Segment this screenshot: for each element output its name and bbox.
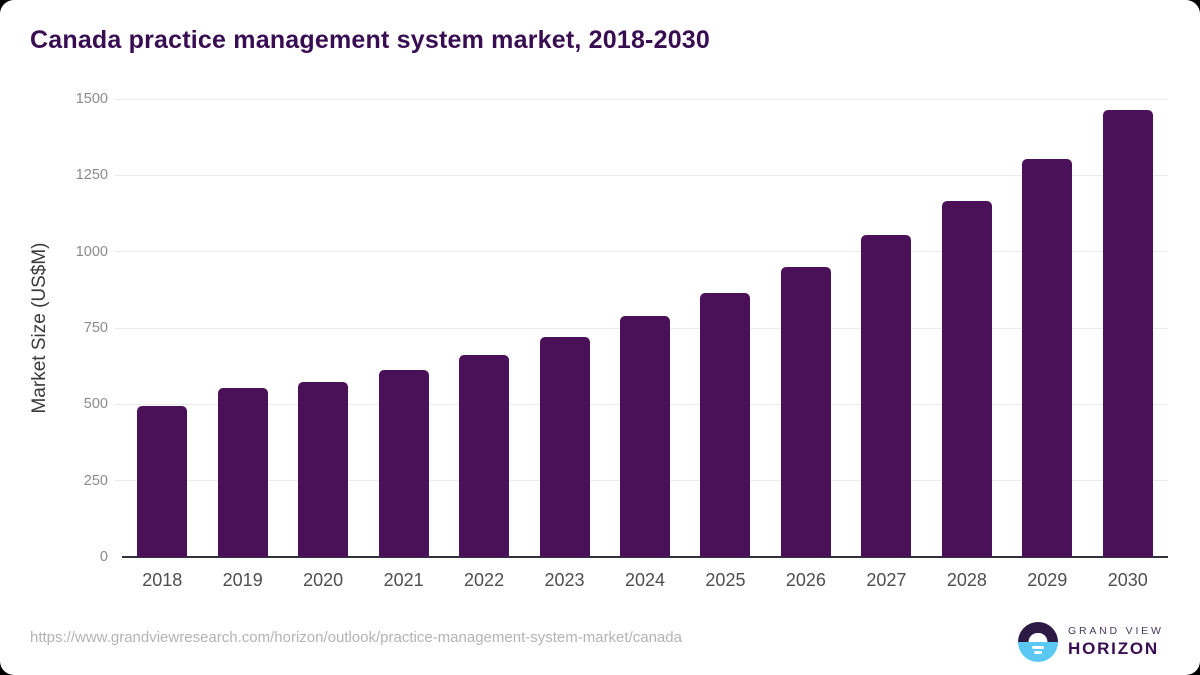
chart-title: Canada practice management system market… bbox=[30, 26, 710, 54]
y-tick-label: 750 bbox=[83, 320, 108, 336]
y-tick-label: 250 bbox=[83, 472, 108, 489]
bar-2028 bbox=[941, 200, 992, 557]
logo-product-name: HORIZON bbox=[1068, 639, 1159, 658]
x-axis-line bbox=[122, 556, 1168, 558]
gridline bbox=[115, 251, 1168, 253]
y-tick-label: 1000 bbox=[75, 243, 108, 260]
y-tick-label: 1500 bbox=[75, 91, 108, 107]
bar-2020 bbox=[298, 382, 349, 557]
bar-2018 bbox=[137, 405, 188, 557]
x-tick-label: 2020 bbox=[303, 570, 344, 590]
source-url: https://www.grandviewresearch.com/horizo… bbox=[30, 629, 682, 646]
x-tick-label: 2030 bbox=[1107, 570, 1148, 590]
grandview-horizon-logo: GRAND VIEW HORIZON bbox=[1018, 622, 1164, 662]
x-tick-label: 2028 bbox=[946, 570, 987, 590]
x-tick-label: 2022 bbox=[464, 570, 505, 590]
y-tick-label: 0 bbox=[99, 549, 108, 565]
reflection-dash bbox=[1032, 645, 1044, 649]
x-tick-label: 2026 bbox=[785, 570, 826, 590]
bar-2019 bbox=[217, 388, 268, 557]
reflection-dash bbox=[1034, 651, 1042, 654]
bar-2022 bbox=[459, 355, 510, 557]
bar-2026 bbox=[780, 266, 831, 557]
bar-2025 bbox=[700, 293, 751, 557]
horizon-sunrise-icon bbox=[1018, 622, 1058, 662]
sun-dome-shape bbox=[1028, 632, 1048, 642]
bar-2023 bbox=[539, 337, 590, 557]
bar-2027 bbox=[861, 234, 912, 557]
logo-brand-name: GRAND VIEW bbox=[1068, 625, 1164, 637]
y-tick-label: 500 bbox=[83, 396, 108, 413]
y-tick-label: 1250 bbox=[75, 167, 108, 184]
gridline bbox=[115, 98, 1168, 100]
bar-2030 bbox=[1102, 109, 1153, 557]
bar-2029 bbox=[1022, 159, 1073, 557]
bar-2024 bbox=[620, 316, 670, 557]
x-tick-label: 2025 bbox=[705, 570, 746, 590]
gridline bbox=[115, 174, 1168, 176]
x-tick-label: 2023 bbox=[544, 570, 585, 590]
x-tick-label: 2018 bbox=[142, 570, 183, 590]
x-tick-label: 2029 bbox=[1027, 570, 1068, 590]
x-tick-label: 2024 bbox=[624, 570, 666, 590]
bar-2021 bbox=[378, 370, 429, 557]
logo-text: GRAND VIEW HORIZON bbox=[1068, 625, 1164, 659]
x-tick-label: 2027 bbox=[866, 570, 907, 590]
x-tick-label: 2019 bbox=[222, 570, 263, 590]
x-tick-label: 2021 bbox=[383, 570, 424, 590]
